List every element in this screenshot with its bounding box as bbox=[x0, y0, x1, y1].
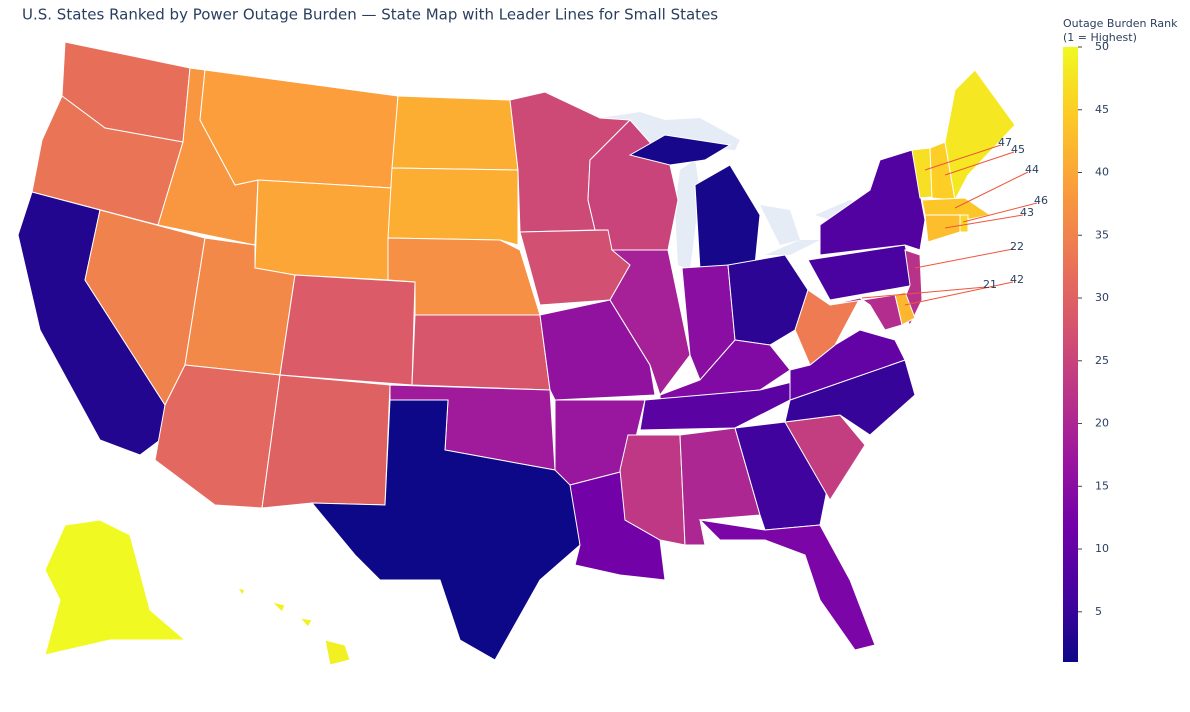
colorbar-tick-label: 40 bbox=[1095, 166, 1109, 179]
colorbar-tick-label: 45 bbox=[1095, 103, 1109, 116]
state bbox=[698, 519, 876, 651]
leader-line bbox=[861, 286, 987, 299]
state bbox=[154, 364, 281, 509]
colorbar: 5 10 15 20 25 30 35 40 45 50 bbox=[1063, 40, 1109, 662]
leader-line bbox=[944, 214, 1024, 229]
leader-line bbox=[904, 281, 1014, 306]
colorbar-tick-label: 5 bbox=[1095, 605, 1102, 618]
chart-title: U.S. States Ranked by Power Outage Burde… bbox=[22, 6, 718, 24]
leader-line bbox=[962, 202, 1038, 223]
state bbox=[411, 314, 551, 391]
colorbar-tick-label: 35 bbox=[1095, 228, 1109, 241]
state bbox=[391, 95, 519, 171]
state bbox=[387, 167, 519, 246]
state bbox=[944, 69, 1016, 202]
state bbox=[44, 519, 187, 656]
leader-line bbox=[914, 248, 1014, 269]
state bbox=[261, 374, 391, 509]
colorbar-tick-label: 10 bbox=[1095, 542, 1109, 555]
leader-label: 43 bbox=[1020, 206, 1034, 219]
colorbar-gradient bbox=[1063, 47, 1078, 662]
state bbox=[236, 587, 351, 666]
state bbox=[279, 274, 416, 386]
states bbox=[17, 41, 1016, 666]
leader-label: 21 bbox=[983, 278, 997, 291]
state bbox=[819, 149, 926, 256]
leader-label: 22 bbox=[1010, 240, 1024, 253]
leader-label: 45 bbox=[1011, 143, 1025, 156]
state bbox=[959, 214, 969, 233]
leader-label: 44 bbox=[1025, 163, 1039, 176]
colorbar-tick-label: 15 bbox=[1095, 479, 1109, 492]
state bbox=[924, 214, 961, 243]
colorbar-tick-label: 50 bbox=[1095, 40, 1109, 53]
leader-label: 46 bbox=[1034, 194, 1048, 207]
colorbar-tick-label: 30 bbox=[1095, 291, 1109, 304]
colorbar-tick-label: 25 bbox=[1095, 354, 1109, 367]
leader-label: 47 bbox=[998, 136, 1012, 149]
colorbar-subtitle: (1 = Highest) bbox=[1063, 31, 1137, 44]
state bbox=[609, 249, 691, 397]
leader-line bbox=[924, 144, 1002, 171]
leader-label: 42 bbox=[1010, 273, 1024, 286]
leader-line bbox=[954, 171, 1029, 209]
state bbox=[254, 179, 393, 281]
colorbar-tick-label: 20 bbox=[1095, 417, 1109, 430]
state bbox=[310, 399, 581, 661]
leader-line bbox=[944, 151, 1015, 176]
state bbox=[199, 69, 399, 189]
colorbar-title: Outage Burden Rank bbox=[1063, 17, 1178, 30]
